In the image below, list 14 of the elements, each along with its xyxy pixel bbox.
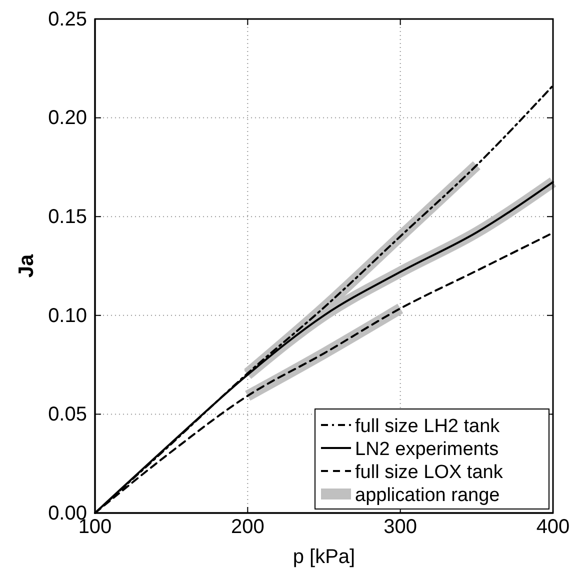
x-tick-label: 200 bbox=[230, 516, 264, 538]
y-tick-label: 0.20 bbox=[48, 107, 87, 130]
y-tick-label: 0.15 bbox=[48, 206, 87, 228]
y-tick-label: 0.10 bbox=[48, 304, 87, 327]
legend-label: full size LOX tank bbox=[355, 462, 504, 483]
x-tick-label: 300 bbox=[384, 516, 418, 538]
legend-label: LN2 experiments bbox=[355, 439, 499, 460]
y-tick-label: 0.05 bbox=[48, 404, 87, 426]
y-tick-label: 0.25 bbox=[48, 8, 87, 30]
x-tick-label: 400 bbox=[536, 516, 570, 538]
legend-label: full size LH2 tank bbox=[355, 416, 500, 437]
y-axis-title: Ja bbox=[15, 254, 38, 278]
legend-label: application range bbox=[355, 485, 500, 506]
x-axis-title: p [kPa] bbox=[292, 546, 356, 568]
